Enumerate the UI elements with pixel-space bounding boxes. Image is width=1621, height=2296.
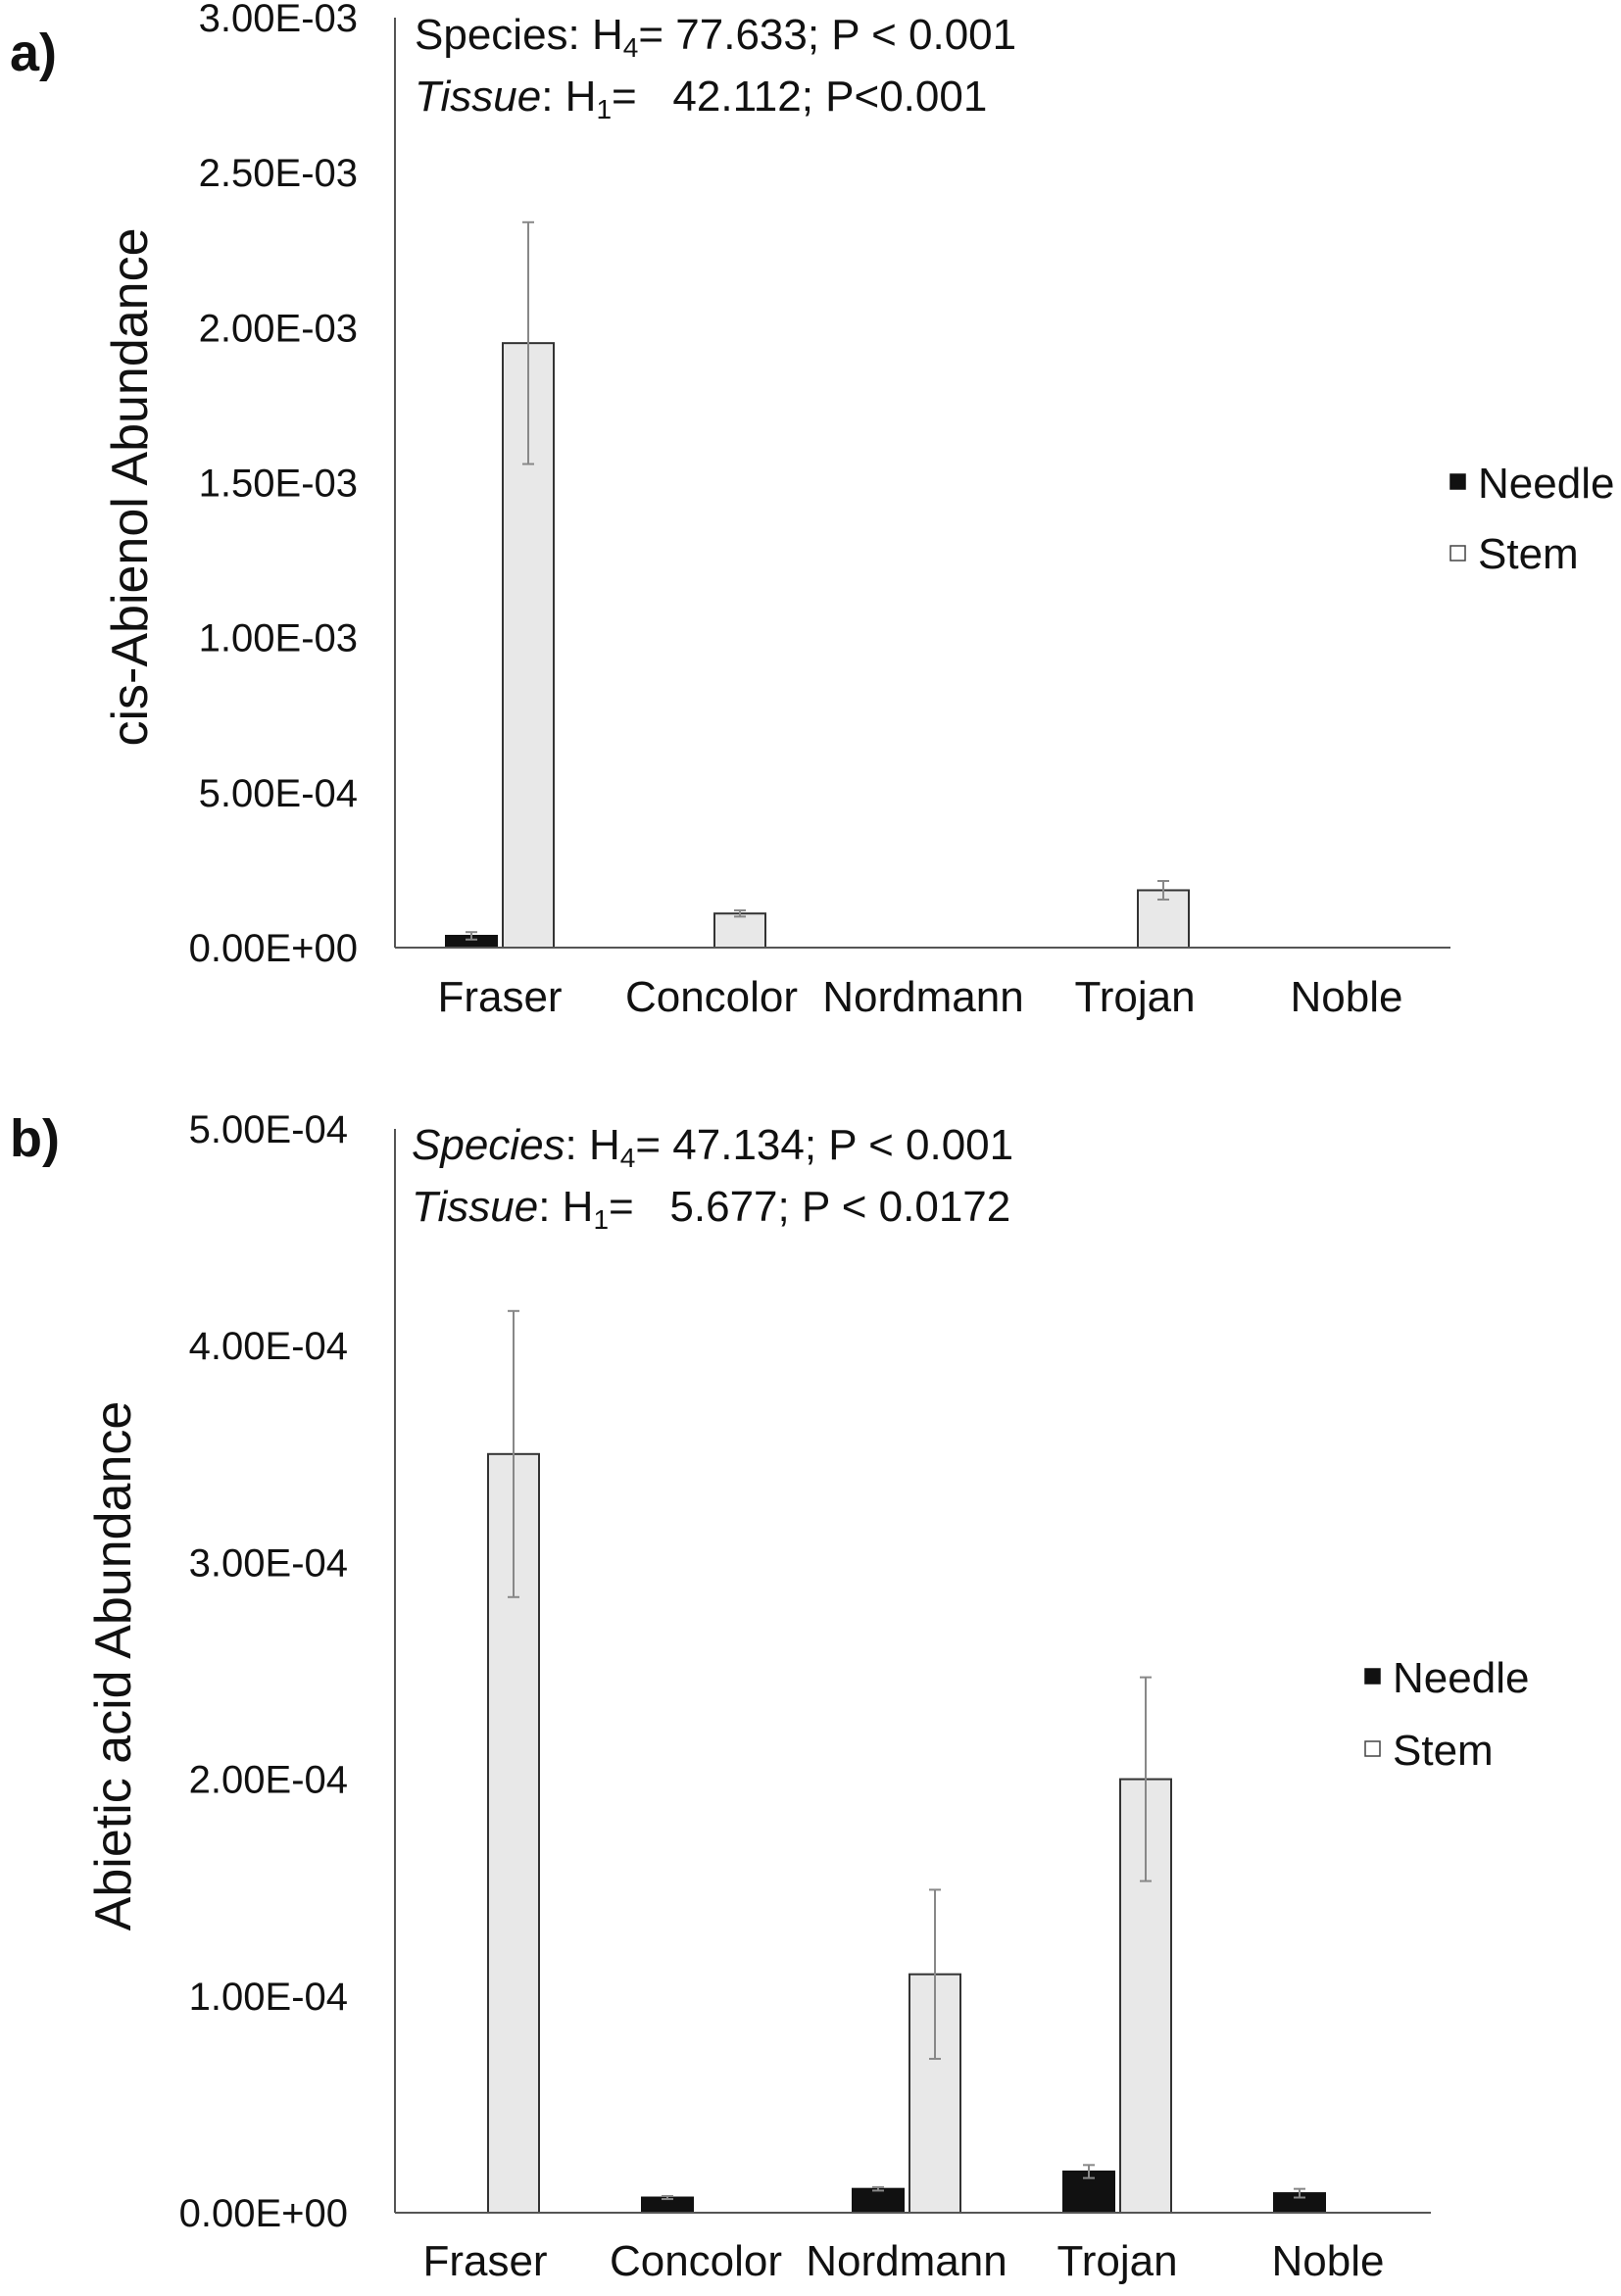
panel-a-legend-stem-swatch [1449, 545, 1466, 562]
panel-b-x-label-trojan: Trojan [1056, 2237, 1177, 2285]
panel-a-bar-stem-concolor [713, 912, 766, 949]
panel-b-legend-stem-label: Stem [1393, 1727, 1494, 1775]
panel-b-y-tick-labels: 0.00E+00 1.00E-04 2.00E-04 3.00E-04 4.00E-04… [179, 1108, 348, 2235]
panel-b-x-label-noble: Noble [1272, 2237, 1385, 2285]
panel-b-error-stem-trojan [1140, 1676, 1152, 1882]
panel-a-legend-stem-label: Stem [1478, 530, 1579, 578]
panel-b-legend-stem-swatch [1364, 1740, 1381, 1757]
panel-b-stat-1-term: Species [412, 1121, 565, 1169]
panel-b-x-label-concolor: Concolor [610, 2237, 782, 2285]
panel-b-error-needle-noble [1294, 2187, 1305, 2199]
panel-b-y-tick-0: 0.00E+00 [179, 2192, 348, 2235]
panel-a-y-tick-3: 1.50E-03 [199, 463, 358, 506]
panel-a-error-bars [466, 220, 1169, 941]
panel-a-stat-2-sub: 1 [596, 94, 612, 124]
panel-b-bar-stem-nordmann [909, 1973, 961, 2215]
panel-a-legend-needle-label: Needle [1478, 460, 1614, 508]
panel-b-error-needle-concolor [662, 2194, 673, 2201]
panel-a-y-tick-labels: 0.00E+00 5.00E-04 1.00E-03 1.50E-03 2.00E-03… [189, 0, 358, 970]
panel-a-stat-2-text: = 42.112; P<0.001 [612, 73, 987, 121]
panel-a-y-tick-0: 0.00E+00 [189, 927, 358, 970]
panel-b-legend-needle-swatch [1364, 1668, 1381, 1685]
panel-b-stat-1-text: = 47.134; P < 0.001 [635, 1121, 1013, 1169]
panel-b-y-tick-1: 1.00E-04 [189, 1976, 348, 2019]
panel-a-legend: Needle Stem [1449, 460, 1614, 578]
panel-b-error-needle-nordmann [872, 2185, 884, 2192]
panel-a-stat-1-sub: 4 [623, 32, 639, 63]
panel-a-y-axis-title: cis-Abienol Abundance [102, 227, 159, 746]
panel-b-bar-needle-nordmann [852, 2187, 905, 2214]
panel-a-error-stem-fraser [522, 220, 534, 465]
panel-a-x-label-fraser: Fraser [437, 973, 562, 1021]
panel-a-x-label-noble: Noble [1291, 973, 1403, 1021]
panel-a-x-label-nordmann: Nordmann [822, 973, 1023, 1021]
panel-a-x-label-concolor: Concolor [625, 973, 798, 1021]
panel-b-category-labels: Fraser Concolor Nordmann Trojan Noble [422, 2237, 1384, 2285]
panel-a-stat-line-2: Tissue: H1= 42.112; P<0.001 [415, 73, 987, 124]
panel-b-legend-needle-label: Needle [1393, 1654, 1529, 1702]
panel-b-stat-2-term: Tissue [412, 1183, 538, 1231]
panel-a: a) cis-Abienol Abundance 0.00E+00 5.00E-0… [10, 0, 1614, 1021]
panel-a-y-tick-6: 3.00E-03 [199, 0, 358, 40]
panel-b-error-stem-nordmann [929, 1888, 941, 2060]
panel-b-stat-2-text: = 5.677; P < 0.0172 [609, 1183, 1010, 1231]
panel-b-stat-line-1: Species: H4= 47.134; P < 0.001 [412, 1121, 1013, 1173]
panel-b-error-needle-trojan [1083, 2164, 1095, 2179]
panel-b-x-label-nordmann: Nordmann [806, 2237, 1007, 2285]
panel-a-stat-line-1: Species: H4= 77.633; P < 0.001 [415, 11, 1016, 63]
panel-b-y-axis-title: Abietic acid Abundance [85, 1401, 142, 1931]
panel-b-error-bars [508, 1309, 1305, 2201]
panel-a-error-needle-fraser [466, 931, 477, 941]
panel-b-bar-needle-trojan [1062, 2170, 1115, 2214]
panel-b-y-tick-5: 5.00E-04 [189, 1108, 348, 1151]
panel-a-x-label-trojan: Trojan [1074, 973, 1195, 1021]
panel-b-x-label-fraser: Fraser [422, 2237, 547, 2285]
panel-a-y-tick-2: 1.00E-03 [199, 617, 358, 660]
panel-a-category-labels: Fraser Concolor Nordmann Trojan Noble [437, 973, 1402, 1021]
panel-b-legend: Needle Stem [1364, 1654, 1529, 1775]
panel-b-stat-line-2: Tissue: H1= 5.677; P < 0.0172 [412, 1183, 1010, 1235]
panel-b-y-tick-3: 3.00E-04 [189, 1541, 348, 1585]
panel-a-y-tick-4: 2.00E-03 [199, 307, 358, 350]
panel-a-y-tick-5: 2.50E-03 [199, 152, 358, 195]
panel-b-bars [487, 1452, 1326, 2215]
panel-a-error-stem-trojan [1157, 879, 1169, 901]
panel-a-label: a) [10, 24, 57, 82]
panel-a-error-stem-concolor [734, 909, 746, 918]
panel-b-y-tick-2: 2.00E-04 [189, 1759, 348, 1802]
panel-a-stat-1-term: Species [415, 11, 568, 59]
panel-b-label: b) [10, 1109, 60, 1168]
panel-b-stat-2-sub: 1 [593, 1204, 609, 1235]
panel-b-error-stem-fraser [508, 1309, 519, 1598]
panel-a-stat-1-text: = 77.633; P < 0.001 [638, 11, 1016, 59]
panel-b-stat-1-sub: 4 [620, 1143, 636, 1173]
panel-b: b) Abietic acid Abundance 0.00E+00 1.00E-… [10, 1108, 1529, 2285]
panel-b-y-tick-4: 4.00E-04 [189, 1325, 348, 1368]
panel-a-stat-2-term: Tissue [415, 73, 541, 121]
panel-a-bars [445, 342, 1190, 949]
panel-a-legend-needle-swatch [1449, 473, 1466, 490]
panel-a-y-tick-1: 5.00E-04 [199, 772, 358, 815]
